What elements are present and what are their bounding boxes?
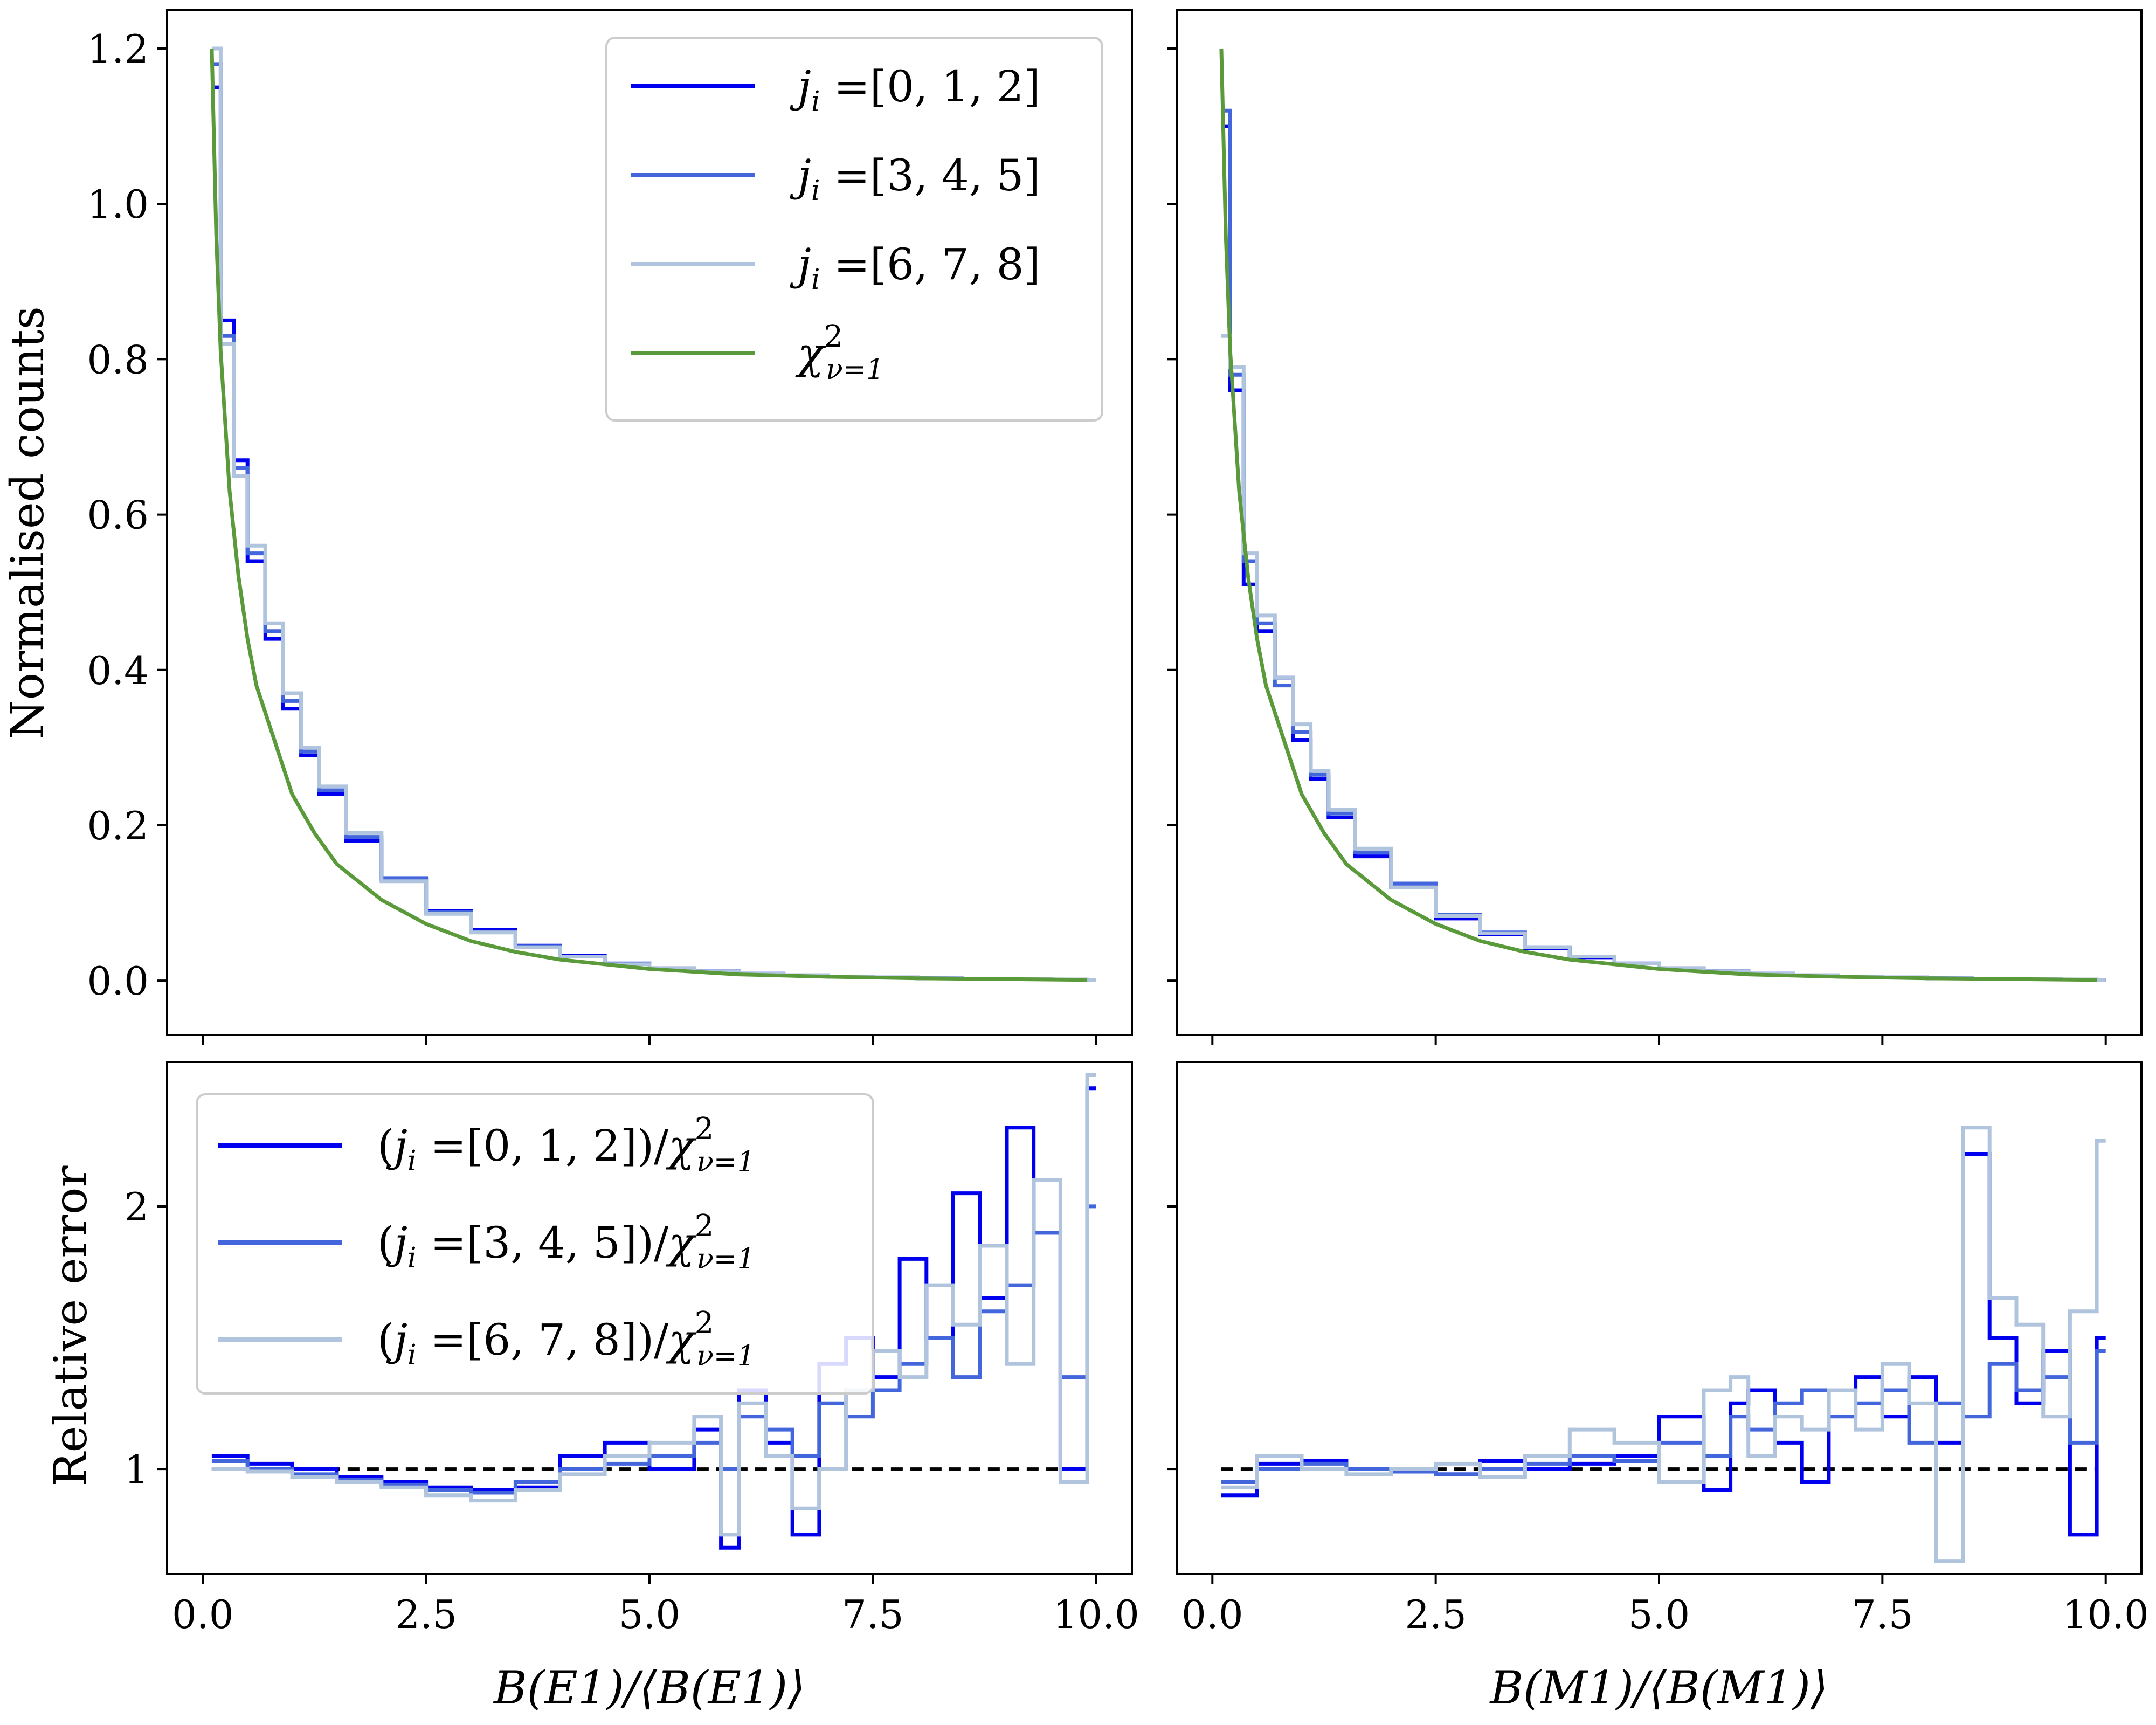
series-line-1 bbox=[1221, 1152, 2106, 1537]
y-tick-label: 0.0 bbox=[87, 958, 149, 1004]
x-tick-label: 2.5 bbox=[395, 1592, 457, 1637]
tick-group: 1 2 0.0 2.5 5.0 7.5 10.0 bbox=[124, 1184, 1139, 1637]
tick-group bbox=[1167, 47, 2107, 1045]
plot-group bbox=[210, 46, 1096, 982]
y-tick-label: 1.2 bbox=[87, 26, 149, 72]
panel-m1-counts bbox=[1167, 9, 2143, 1045]
legend-label: ji =[3, 4, 5] bbox=[790, 150, 1041, 207]
x-tick-label: 0.0 bbox=[172, 1592, 234, 1637]
legend-label: (ji =[0, 1, 2])/χ2 ν=1 bbox=[377, 1112, 755, 1178]
legend-counts: ji =[0, 1, 2] ji =[3, 4, 5] ji =[6, 7, 8] χ… bbox=[605, 37, 1103, 422]
x-tick-label: 0.0 bbox=[1181, 1592, 1243, 1637]
plot-group bbox=[1221, 1126, 2106, 1563]
series-line-4 bbox=[210, 48, 1088, 982]
y-tick-label: 1.0 bbox=[87, 182, 149, 227]
legend-label: χ2 ν=1 bbox=[795, 319, 884, 386]
x-tick-label: 7.5 bbox=[1851, 1592, 1913, 1637]
y-tick-label: 0.8 bbox=[87, 337, 149, 382]
y-axis-title-counts: Normalised counts bbox=[1, 306, 54, 740]
panel-e1-counts: 0.0 0.2 0.4 0.6 0.8 1.0 1.2 bbox=[87, 9, 1133, 1045]
y-tick-label: 1 bbox=[124, 1447, 149, 1492]
y-tick-label: 0.6 bbox=[87, 493, 149, 538]
x-tick-label: 7.5 bbox=[842, 1592, 904, 1637]
x-tick-label: 10.0 bbox=[2063, 1592, 2149, 1637]
y-tick-label: 0.2 bbox=[87, 803, 149, 848]
x-tick-label: 5.0 bbox=[619, 1592, 681, 1637]
legend-frame bbox=[605, 37, 1103, 422]
x-tick-label: 10.0 bbox=[1053, 1592, 1139, 1637]
legend-label: ji =[0, 1, 2] bbox=[790, 61, 1041, 118]
legend-label: ji =[6, 7, 8] bbox=[790, 239, 1041, 296]
series-line-3 bbox=[1221, 1126, 2106, 1563]
series-line-3 bbox=[211, 1073, 1096, 1537]
x-tick-label: 2.5 bbox=[1405, 1592, 1467, 1637]
x-axis-title-m1: B(M1)/⟨B(M1)⟩ bbox=[1489, 1661, 1828, 1714]
series-line-4 bbox=[1219, 48, 2097, 982]
y-tick-label: 0.4 bbox=[87, 648, 149, 693]
tick-group: 0.0 0.2 0.4 0.6 0.8 1.0 1.2 bbox=[87, 26, 1097, 1045]
y-axis-title-ratio: Relative error bbox=[44, 1165, 97, 1487]
x-axis-title-e1: B(E1)/⟨B(E1)⟩ bbox=[493, 1661, 805, 1714]
legend-label: (ji =[3, 4, 5])/χ2 ν=1 bbox=[377, 1209, 755, 1275]
panel-m1-ratio: 0.0 2.5 5.0 7.5 10.0 bbox=[1167, 1061, 2149, 1637]
panel-frame bbox=[1176, 9, 2143, 1036]
y-tick-label: 2 bbox=[124, 1184, 149, 1230]
legend-ratio: (ji =[0, 1, 2])/χ2 ν=1 (ji =[3, 4, 5])/χ2 ν… bbox=[196, 1093, 874, 1395]
series-line-3 bbox=[1221, 334, 2106, 982]
plot-group bbox=[1219, 48, 2106, 982]
series-line-2 bbox=[211, 1204, 1096, 1495]
series-line-2 bbox=[1221, 1349, 2106, 1484]
panel-frame bbox=[1176, 1061, 2143, 1575]
x-tick-label: 5.0 bbox=[1628, 1592, 1690, 1637]
tick-group: 0.0 2.5 5.0 7.5 10.0 bbox=[1167, 1205, 2149, 1637]
legend-frame bbox=[196, 1093, 874, 1395]
legend-label: (ji =[6, 7, 8])/χ2 ν=1 bbox=[377, 1306, 755, 1372]
